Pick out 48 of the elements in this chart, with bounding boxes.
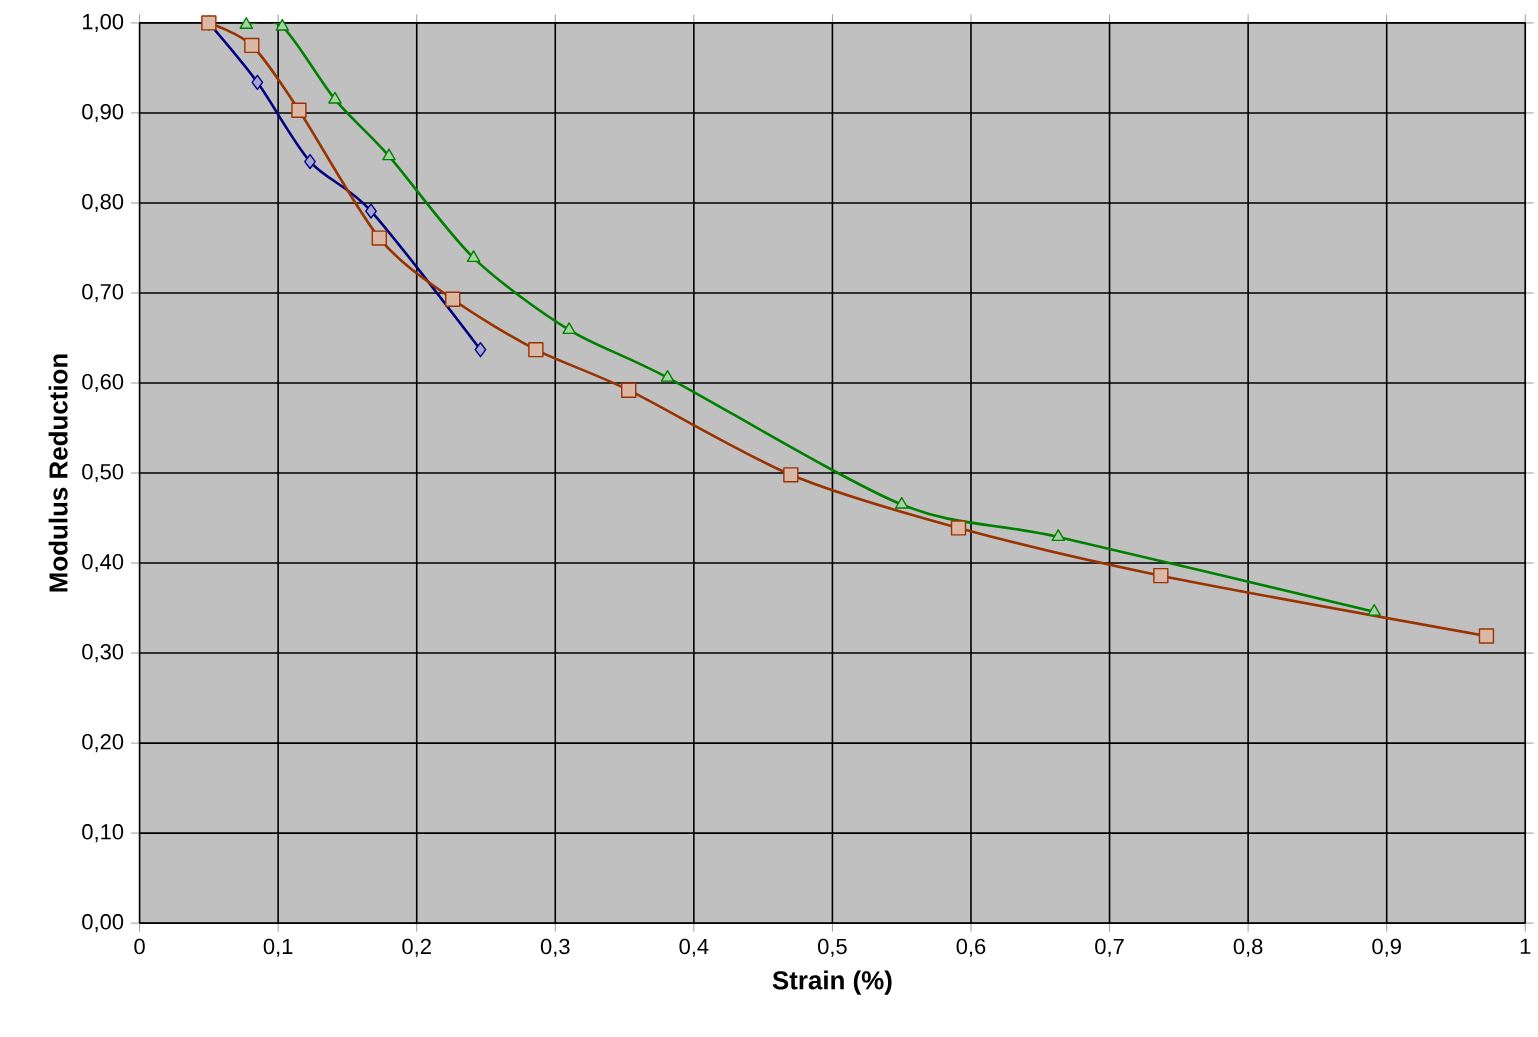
point bbox=[251, 74, 264, 91]
x-tick-label: 0,7 bbox=[1095, 938, 1124, 957]
point bbox=[275, 18, 290, 31]
y-tick-label: 0,50 bbox=[82, 464, 124, 483]
point bbox=[371, 230, 387, 246]
point bbox=[562, 322, 576, 335]
point bbox=[466, 250, 481, 263]
y-tick-label: 0,20 bbox=[82, 734, 124, 753]
point bbox=[528, 342, 544, 358]
x-tick-label: 0,5 bbox=[818, 938, 847, 957]
point bbox=[239, 17, 254, 30]
point bbox=[1051, 529, 1066, 542]
y-tick-label: 0,30 bbox=[82, 644, 124, 663]
y-tick-label: 1,00 bbox=[83, 13, 124, 33]
point bbox=[950, 520, 967, 536]
x-tick-label: 0,8 bbox=[1233, 938, 1263, 957]
point bbox=[894, 496, 909, 509]
point bbox=[365, 203, 377, 219]
point bbox=[1478, 628, 1495, 644]
point bbox=[244, 37, 260, 54]
point bbox=[1367, 604, 1381, 616]
x-tick-label: 0,6 bbox=[956, 938, 986, 957]
x-tick-label: 0,4 bbox=[679, 938, 709, 957]
y-axis-title: Modulus Reduction bbox=[48, 354, 68, 592]
y-tick-label: 0,40 bbox=[82, 554, 124, 573]
point bbox=[660, 370, 675, 382]
x-tick-label: 0 bbox=[134, 938, 145, 955]
point bbox=[783, 467, 799, 483]
point bbox=[304, 153, 316, 170]
x-tick-label: 0,3 bbox=[540, 938, 570, 957]
point bbox=[1153, 568, 1169, 584]
x-tick-label: 1 bbox=[1520, 938, 1531, 954]
point bbox=[291, 102, 307, 119]
point bbox=[621, 382, 637, 398]
y-tick-label: 0,70 bbox=[82, 284, 124, 303]
point bbox=[445, 291, 461, 308]
y-tick-label: 0,00 bbox=[82, 914, 124, 933]
y-tick-label: 0,10 bbox=[82, 824, 124, 843]
y-tick-label: 0,90 bbox=[82, 104, 124, 123]
x-tick-label: 0,1 bbox=[263, 938, 293, 957]
point bbox=[382, 148, 396, 161]
y-tick-label: 0,80 bbox=[82, 194, 124, 213]
y-tick-label: 0,60 bbox=[82, 374, 124, 393]
point bbox=[328, 91, 342, 104]
x-tick-label: 0,9 bbox=[1372, 938, 1401, 957]
x-tick-label: 0,2 bbox=[402, 938, 431, 957]
point bbox=[474, 342, 487, 358]
x-axis-title: Strain (%) bbox=[772, 970, 892, 995]
